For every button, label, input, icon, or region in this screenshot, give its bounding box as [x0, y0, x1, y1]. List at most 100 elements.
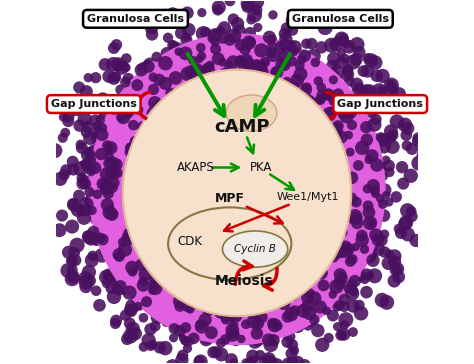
Point [188, 69, 196, 75]
Point [115, 62, 122, 67]
Point [132, 87, 139, 93]
Point [336, 280, 344, 286]
Point [318, 44, 325, 50]
Point [221, 337, 229, 343]
Point [297, 71, 304, 77]
Point [384, 260, 392, 266]
Point [126, 232, 134, 237]
Point [281, 46, 288, 52]
Point [363, 272, 371, 277]
Point [256, 323, 264, 329]
Point [293, 78, 301, 83]
Point [296, 310, 304, 316]
Point [367, 215, 375, 221]
Point [337, 332, 345, 338]
Point [82, 207, 90, 213]
Point [85, 162, 92, 168]
Point [350, 288, 357, 294]
Point [284, 339, 292, 345]
Point [395, 226, 402, 232]
Point [363, 289, 370, 295]
Point [122, 79, 129, 85]
Point [270, 52, 277, 58]
Point [364, 203, 371, 209]
Point [129, 269, 137, 274]
Point [379, 73, 386, 79]
Point [395, 274, 402, 280]
Point [339, 229, 347, 235]
Point [336, 302, 343, 308]
Point [257, 47, 265, 53]
Point [86, 189, 93, 195]
Point [333, 304, 341, 310]
Point [320, 282, 328, 288]
Point [340, 331, 348, 337]
Point [103, 171, 111, 177]
Point [228, 327, 236, 333]
Point [378, 297, 386, 303]
Point [68, 276, 76, 282]
Point [182, 51, 189, 56]
Point [328, 72, 335, 78]
Point [204, 307, 212, 313]
Point [321, 25, 329, 31]
Point [350, 59, 357, 65]
Point [73, 96, 81, 102]
Point [253, 331, 261, 336]
Point [338, 36, 346, 42]
Point [383, 300, 391, 305]
Point [152, 285, 159, 291]
Point [82, 284, 90, 290]
Point [331, 97, 338, 103]
Point [344, 286, 352, 292]
Point [90, 235, 97, 241]
Point [387, 135, 394, 141]
Point [207, 39, 215, 45]
Point [375, 88, 383, 94]
Ellipse shape [226, 95, 277, 131]
Point [348, 282, 356, 288]
Point [310, 19, 318, 25]
Point [366, 272, 374, 278]
Point [381, 187, 388, 193]
Point [388, 82, 395, 88]
Point [337, 50, 345, 56]
Point [353, 56, 360, 62]
Point [353, 88, 361, 94]
Point [95, 165, 102, 171]
Point [366, 220, 374, 226]
Point [344, 72, 351, 78]
Point [88, 257, 96, 263]
Point [233, 299, 240, 305]
Point [147, 261, 155, 266]
Point [117, 87, 124, 92]
Point [343, 113, 350, 119]
Point [367, 58, 375, 63]
Point [151, 323, 159, 329]
Point [347, 271, 355, 277]
Point [288, 17, 296, 23]
Point [248, 309, 255, 315]
Point [236, 28, 243, 34]
Point [58, 213, 66, 218]
Point [97, 117, 104, 123]
Point [122, 65, 130, 71]
Point [295, 302, 302, 308]
Point [203, 67, 210, 72]
Text: Granulosa Cells: Granulosa Cells [292, 14, 389, 24]
Point [323, 308, 330, 314]
Point [370, 183, 377, 189]
Point [184, 63, 191, 68]
Point [199, 45, 206, 51]
Point [81, 179, 89, 185]
Point [79, 181, 86, 186]
Point [401, 221, 409, 227]
Point [333, 67, 340, 72]
Point [89, 253, 96, 259]
Point [55, 227, 63, 233]
Point [190, 336, 198, 341]
Point [303, 84, 310, 90]
Point [366, 251, 374, 257]
Point [402, 219, 410, 225]
Point [334, 37, 342, 43]
